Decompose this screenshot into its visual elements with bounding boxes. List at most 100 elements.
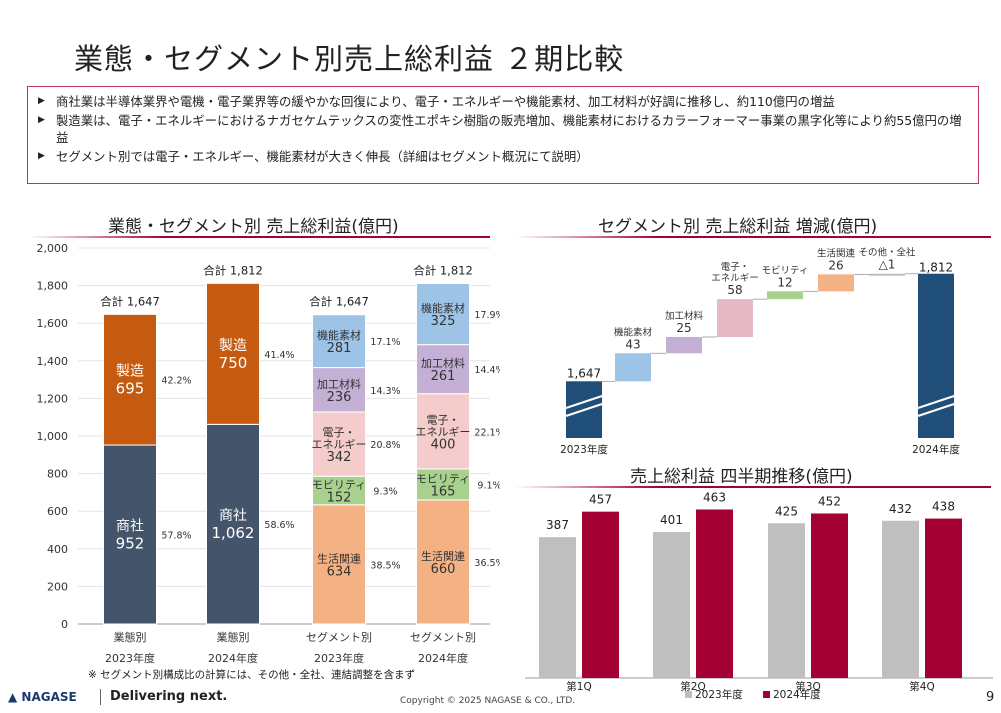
copyright-text: Copyright © 2025 NAGASE & CO., LTD. [400,696,576,706]
waterfall-step-bar [818,274,854,292]
footnote: ※ セグメント別構成比の計算には、その他・全社、連結調整を含まず [88,669,416,681]
segment-pct-label: 20.8% [370,440,400,451]
stacked-chart-underline [28,236,490,238]
x-category-label: 業態別 [114,630,147,644]
quarterly-chart-underline [515,486,991,488]
waterfall-step-name: 電子・エネルギー [711,262,759,284]
total-label: 合計 1,812 [413,264,473,278]
stack-segment [312,504,366,625]
summary-box: 商社業は半導体業界や電機・電子業界等の緩やかな回復により、電子・エネルギーや機能… [27,86,979,184]
segment-name-label: 機能素材 [317,328,361,342]
segment-value-label: 660 [431,562,456,577]
segment-value-label: 1,062 [212,524,255,542]
stack-segment [312,314,366,369]
waterfall-step-name: 加工材料 [665,310,704,322]
segment-pct-label: 17.1% [370,337,400,348]
stack-segment [416,283,470,346]
segment-pct-label: 22.1% [474,427,500,438]
y-tick-label: 800 [47,468,68,481]
segment-value-label: 952 [116,535,145,553]
waterfall-step-name: 生活関連 [817,247,856,259]
summary-bullet-2: 製造業は、電子・エネルギーにおけるナガセケムテックスの変性エポキシ樹脂の販売増加… [38,112,968,146]
x-category-label: 第1Q [566,680,591,693]
y-tick-label: 2,000 [37,242,69,255]
waterfall-chart-title: セグメント別 売上総利益 増減(億円) [598,217,878,237]
stack-segment [103,313,157,446]
stack-segment [416,499,470,625]
segment-value-label: 634 [327,564,352,579]
segment-value-label: 236 [327,390,352,405]
x-category-label: 業態別 [217,630,250,644]
quarter-value-label: 387 [546,518,569,532]
footer-separator [100,689,101,705]
footer-tagline: Delivering next. [110,689,228,704]
y-tick-label: 200 [47,580,68,593]
quarter-bar [696,509,733,678]
y-tick-label: 400 [47,543,68,556]
summary-bullet-3: セグメント別では電子・エネルギー、機能素材が大きく伸長（詳細はセグメント概況にて… [38,148,968,165]
x-category-label: セグメント別 [410,630,476,644]
segment-value-label: 325 [431,314,456,329]
x-year-label: 2023年度 [314,651,364,665]
waterfall-step-name: モビリティ [762,265,809,276]
segment-pct-label: 38.5% [370,560,400,571]
y-tick-label: 1,400 [37,355,69,368]
total-label: 合計 1,647 [309,295,369,309]
quarter-bar [539,537,576,678]
segment-pct-label: 42.2% [161,376,191,387]
stack-segment [312,411,366,477]
waterfall-end-label: 2024年度 [912,443,960,456]
quarter-bar [768,523,805,678]
total-label: 合計 1,647 [100,294,160,308]
waterfall-step-bar [615,353,651,382]
segment-pct-label: 58.6% [264,520,294,531]
segment-name-label: 電子・エネルギー [416,413,471,438]
segment-value-label: 695 [116,380,145,398]
stack-segment [416,344,470,395]
waterfall-step-bar [666,336,702,354]
quarter-value-label: 452 [818,494,841,508]
quarter-bar [653,532,690,678]
axis-break-mark [917,395,955,417]
segment-value-label: 750 [219,354,248,372]
stack-segment [416,393,470,470]
y-tick-label: 1,800 [37,280,69,293]
stack-segment [206,282,260,425]
stack-segment [103,444,157,625]
y-tick-label: 600 [47,505,68,518]
segment-pct-label: 57.8% [161,531,191,542]
stack-segment [312,475,366,506]
quarter-bar [925,518,962,678]
quarter-value-label: 463 [703,490,726,504]
quarter-value-label: 438 [932,500,955,514]
waterfall-chart-underline [515,236,991,238]
segment-pct-label: 41.4% [264,350,294,361]
waterfall-start-value: 1,647 [567,366,601,380]
segment-pct-label: 9.1% [477,480,500,491]
x-category-label: 第2Q [680,680,705,693]
axis-break-mark [565,395,603,417]
legend-swatch [685,691,692,698]
waterfall-step-value: 26 [828,258,843,272]
segment-name-label: 生活関連 [421,549,465,563]
x-category-label: 第3Q [795,680,820,693]
segment-name-label: 加工材料 [317,377,361,391]
waterfall-step-bar [717,299,753,337]
segment-name-label: 製造 [116,364,144,380]
segment-name-label: 商社 [219,508,247,524]
segment-value-label: 342 [327,450,352,465]
segment-value-label: 165 [431,484,456,499]
stack-segment [206,423,260,625]
page-number: 9 [986,690,995,705]
x-category-label: 第4Q [909,680,934,693]
waterfall-step-value: 12 [777,275,792,289]
segment-value-label: 152 [327,491,352,506]
quarterly-chart-title: 売上総利益 四半期推移(億円) [630,467,853,487]
nagase-logo: ▲ NAGASE [8,690,77,704]
segment-pct-label: 14.3% [370,386,400,397]
y-tick-label: 1,600 [37,317,69,330]
waterfall-end-value: 1,812 [919,261,953,275]
waterfall-step-bar [869,273,905,276]
waterfall-step-name: 機能素材 [614,326,653,338]
waterfall-step-name: その他・全社 [858,247,916,259]
